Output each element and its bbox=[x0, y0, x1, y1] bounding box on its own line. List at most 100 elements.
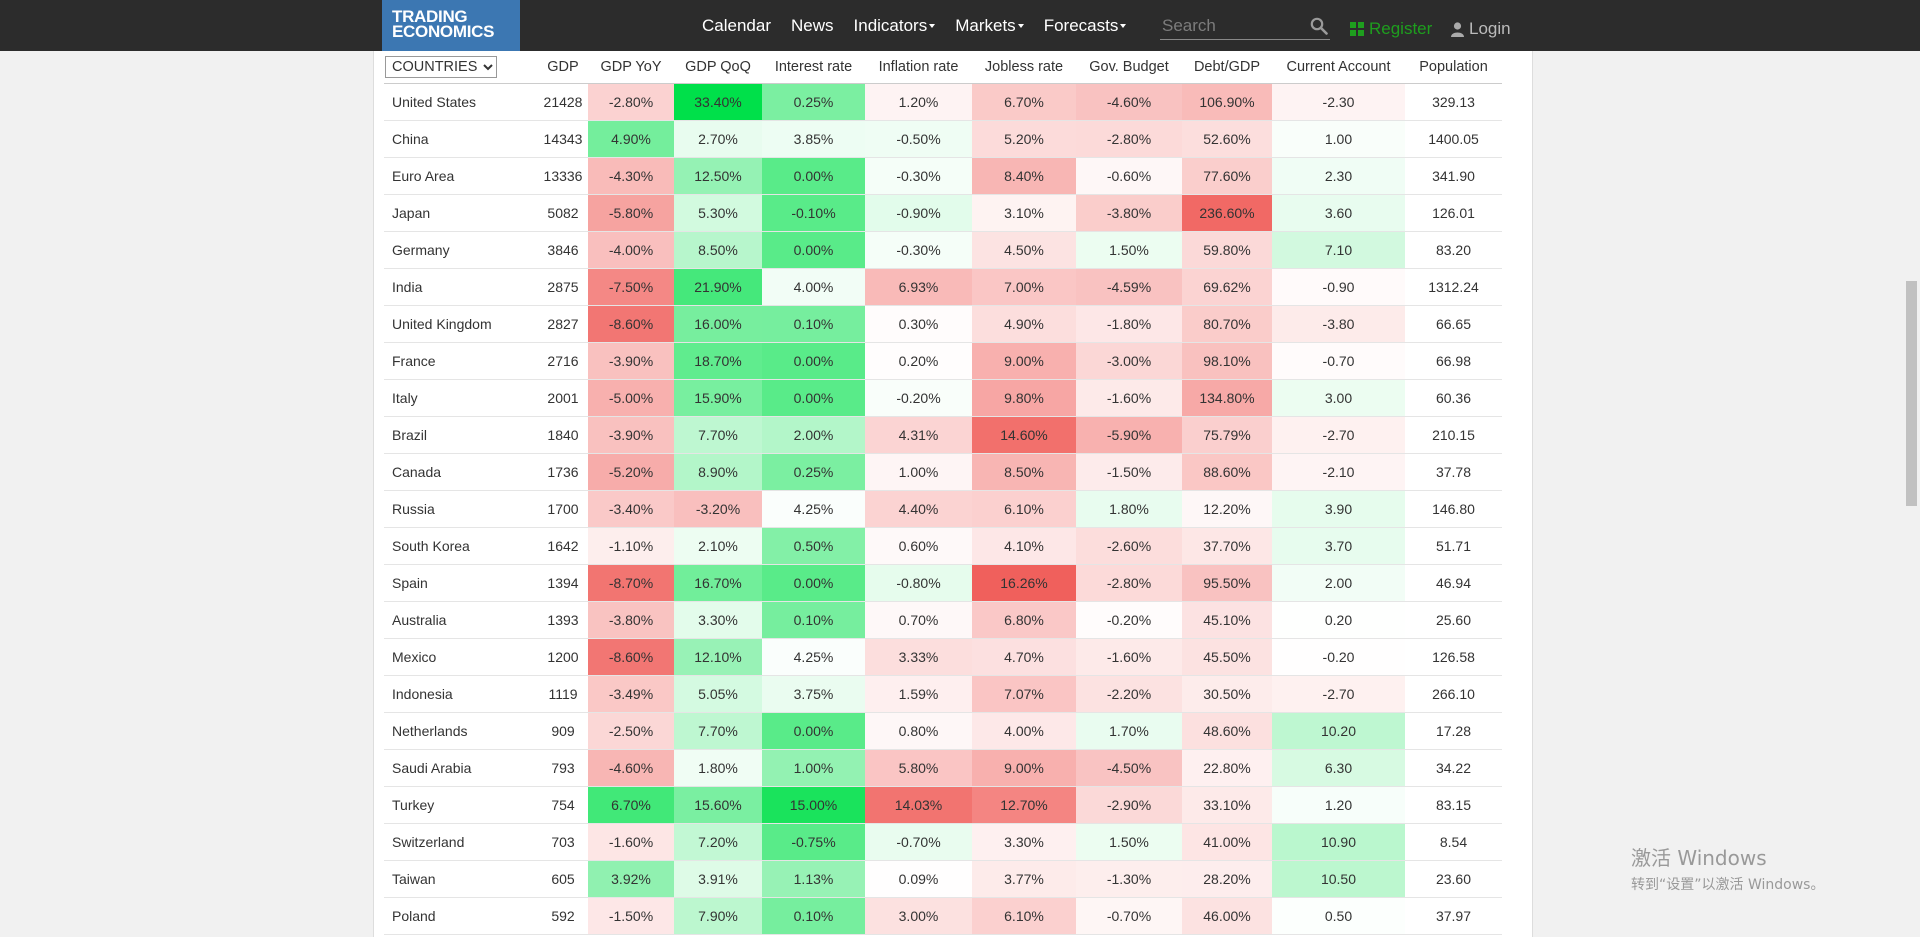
country-cell[interactable]: Italy bbox=[384, 379, 538, 417]
country-cell[interactable]: China bbox=[384, 120, 538, 158]
value-cell: -2.80% bbox=[1076, 120, 1182, 158]
table-row[interactable]: Russia 1700 -3.40% -3.20% 4.25% 4.40% 6.10% 1.8… bbox=[384, 490, 1502, 528]
column-header[interactable]: Inflation rate bbox=[865, 51, 972, 84]
table-row[interactable]: Germany 3846 -4.00% 8.50% 0.00% -0.30% 4.50% 1.… bbox=[384, 231, 1502, 269]
search-box[interactable] bbox=[1160, 14, 1330, 40]
table-row[interactable]: United States 21428 -2.80% 33.40% 0.25% 1.20%… bbox=[384, 83, 1502, 121]
table-row[interactable]: France 2716 -3.90% 18.70% 0.00% 0.20% 9.00% -3.… bbox=[384, 342, 1502, 380]
value-cell: 15.60% bbox=[674, 786, 762, 824]
table-row[interactable]: Mexico 1200 -8.60% 12.10% 4.25% 3.33% 4.70% -1.… bbox=[384, 638, 1502, 676]
table-row[interactable]: United Kingdom 2827 -8.60% 16.00% 0.10% 0.30%… bbox=[384, 305, 1502, 343]
column-header[interactable]: GDP bbox=[538, 51, 588, 84]
country-cell[interactable]: Poland bbox=[384, 897, 538, 935]
value-cell: 146.80 bbox=[1405, 490, 1502, 528]
table-row[interactable]: Japan 5082 -5.80% 5.30% -0.10% -0.90% 3.10% -3.… bbox=[384, 194, 1502, 232]
login-label: Login bbox=[1469, 19, 1511, 38]
country-cell[interactable]: Euro Area bbox=[384, 157, 538, 195]
value-cell: 2.10% bbox=[674, 527, 762, 565]
value-cell: -0.80% bbox=[865, 564, 972, 602]
table-row[interactable]: China 14343 4.90% 2.70% 3.85% -0.50% 5.20% -2.8… bbox=[384, 120, 1502, 158]
value-cell: 10.20 bbox=[1272, 712, 1405, 750]
caret-down-icon bbox=[929, 24, 936, 29]
country-cell[interactable]: Canada bbox=[384, 453, 538, 491]
value-cell: 0.10% bbox=[762, 305, 865, 343]
nav-markets[interactable]: Markets bbox=[955, 16, 1024, 36]
value-cell: 2.00 bbox=[1272, 564, 1405, 602]
table-row[interactable]: Turkey 754 6.70% 15.60% 15.00% 14.03% 12.70% -2… bbox=[384, 786, 1502, 824]
table-row[interactable]: Australia 1393 -3.80% 3.30% 0.10% 0.70% 6.80% -… bbox=[384, 601, 1502, 639]
table-row[interactable]: South Korea 1642 -1.10% 2.10% 0.50% 0.60% 4.10… bbox=[384, 527, 1502, 565]
country-cell[interactable]: Australia bbox=[384, 601, 538, 639]
country-cell[interactable]: South Korea bbox=[384, 527, 538, 565]
countries-table: COUNTRIES GDP GDP YoY GDP QoQ Interest rate… bbox=[384, 51, 1502, 935]
country-cell[interactable]: Brazil bbox=[384, 416, 538, 454]
table-row[interactable]: Euro Area 13336 -4.30% 12.50% 0.00% -0.30% 8.4… bbox=[384, 157, 1502, 195]
value-cell: 126.58 bbox=[1405, 638, 1502, 676]
value-cell: 329.13 bbox=[1405, 83, 1502, 121]
column-header[interactable]: Current Account bbox=[1272, 51, 1405, 84]
country-cell[interactable]: Netherlands bbox=[384, 712, 538, 750]
login-link[interactable]: Login bbox=[1451, 19, 1511, 39]
country-cell[interactable]: Japan bbox=[384, 194, 538, 232]
country-cell[interactable]: Russia bbox=[384, 490, 538, 528]
table-row[interactable]: Saudi Arabia 793 -4.60% 1.80% 1.00% 5.80% 9.00… bbox=[384, 749, 1502, 787]
value-cell: 1.20% bbox=[865, 83, 972, 121]
table-row[interactable]: Italy 2001 -5.00% 15.90% 0.00% -0.20% 9.80% -1.… bbox=[384, 379, 1502, 417]
nav-forecasts[interactable]: Forecasts bbox=[1044, 16, 1127, 36]
column-header[interactable]: GDP YoY bbox=[588, 51, 674, 84]
country-cell[interactable]: Saudi Arabia bbox=[384, 749, 538, 787]
trading-economics-logo[interactable]: TRADING ECONOMICS bbox=[382, 0, 520, 51]
country-cell[interactable]: Turkey bbox=[384, 786, 538, 824]
country-cell[interactable]: Spain bbox=[384, 564, 538, 602]
value-cell: 106.90% bbox=[1182, 83, 1272, 121]
nav-news[interactable]: News bbox=[791, 16, 834, 36]
column-header[interactable]: Interest rate bbox=[762, 51, 865, 84]
scrollbar-thumb[interactable] bbox=[1906, 281, 1917, 506]
country-cell[interactable]: Indonesia bbox=[384, 675, 538, 713]
table-row[interactable]: Taiwan 605 3.92% 3.91% 1.13% 0.09% 3.77% -1.30%… bbox=[384, 860, 1502, 898]
country-cell[interactable]: Germany bbox=[384, 231, 538, 269]
table-row[interactable]: Indonesia 1119 -3.49% 5.05% 3.75% 1.59% 7.07% -… bbox=[384, 675, 1502, 713]
value-cell: -8.60% bbox=[588, 305, 674, 343]
value-cell: 4.31% bbox=[865, 416, 972, 454]
value-cell: -0.90 bbox=[1272, 268, 1405, 306]
table-row[interactable]: India 2875 -7.50% 21.90% 4.00% 6.93% 7.00% -4.5… bbox=[384, 268, 1502, 306]
value-cell: 793 bbox=[538, 749, 588, 787]
country-cell[interactable]: United Kingdom bbox=[384, 305, 538, 343]
value-cell: 77.60% bbox=[1182, 157, 1272, 195]
country-cell[interactable]: France bbox=[384, 342, 538, 380]
nav-calendar[interactable]: Calendar bbox=[702, 16, 771, 36]
column-header[interactable]: GDP QoQ bbox=[674, 51, 762, 84]
value-cell: 12.70% bbox=[972, 786, 1076, 824]
country-cell[interactable]: Taiwan bbox=[384, 860, 538, 898]
country-cell[interactable]: Mexico bbox=[384, 638, 538, 676]
column-header[interactable]: Gov. Budget bbox=[1076, 51, 1182, 84]
table-row[interactable]: Spain 1394 -8.70% 16.70% 0.00% -0.80% 16.26% -2… bbox=[384, 564, 1502, 602]
table-row[interactable]: Brazil 1840 -3.90% 7.70% 2.00% 4.31% 14.60% -5.… bbox=[384, 416, 1502, 454]
column-header[interactable]: Debt/GDP bbox=[1182, 51, 1272, 84]
search-icon[interactable] bbox=[1310, 17, 1328, 35]
value-cell: -1.80% bbox=[1076, 305, 1182, 343]
country-cell[interactable]: United States bbox=[384, 83, 538, 121]
value-cell: 3846 bbox=[538, 231, 588, 269]
search-input[interactable] bbox=[1160, 14, 1302, 36]
table-row[interactable]: Poland 592 -1.50% 7.90% 0.10% 3.00% 6.10% -0.70… bbox=[384, 897, 1502, 935]
table-row[interactable]: Netherlands 909 -2.50% 7.70% 0.00% 0.80% 4.00%… bbox=[384, 712, 1502, 750]
value-cell: 0.00% bbox=[762, 712, 865, 750]
value-cell: 236.60% bbox=[1182, 194, 1272, 232]
value-cell: 6.70% bbox=[972, 83, 1076, 121]
country-cell[interactable]: India bbox=[384, 268, 538, 306]
page-scrollbar[interactable] bbox=[1903, 51, 1920, 937]
country-cell[interactable]: Switzerland bbox=[384, 823, 538, 861]
value-cell: 0.00% bbox=[762, 379, 865, 417]
value-cell: 3.90 bbox=[1272, 490, 1405, 528]
table-row[interactable]: Switzerland 703 -1.60% 7.20% -0.75% -0.70% 3.3… bbox=[384, 823, 1502, 861]
table-row[interactable]: Canada 1736 -5.20% 8.90% 0.25% 1.00% 8.50% -1.5… bbox=[384, 453, 1502, 491]
register-link[interactable]: Register bbox=[1350, 19, 1432, 39]
column-header[interactable]: Jobless rate bbox=[972, 51, 1076, 84]
value-cell: 10.50 bbox=[1272, 860, 1405, 898]
countries-group-select[interactable]: COUNTRIES bbox=[385, 56, 497, 78]
column-header[interactable]: Population bbox=[1405, 51, 1502, 84]
value-cell: 66.98 bbox=[1405, 342, 1502, 380]
nav-indicators[interactable]: Indicators bbox=[854, 16, 936, 36]
